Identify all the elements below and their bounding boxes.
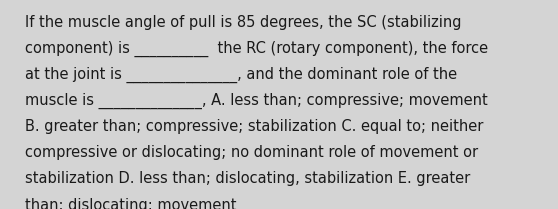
Text: component) is __________  the RC (rotary component), the force: component) is __________ the RC (rotary … — [25, 41, 488, 57]
Text: B. greater than; compressive; stabilization C. equal to; neither: B. greater than; compressive; stabilizat… — [25, 119, 483, 134]
Text: stabilization D. less than; dislocating, stabilization E. greater: stabilization D. less than; dislocating,… — [25, 171, 470, 186]
Text: compressive or dislocating; no dominant role of movement or: compressive or dislocating; no dominant … — [25, 145, 478, 160]
Text: If the muscle angle of pull is 85 degrees, the SC (stabilizing: If the muscle angle of pull is 85 degree… — [25, 15, 461, 30]
Text: muscle is ______________, A. less than; compressive; movement: muscle is ______________, A. less than; … — [25, 93, 488, 109]
Text: at the joint is _______________, and the dominant role of the: at the joint is _______________, and the… — [25, 67, 457, 83]
Text: than; dislocating; movement: than; dislocating; movement — [25, 198, 237, 209]
